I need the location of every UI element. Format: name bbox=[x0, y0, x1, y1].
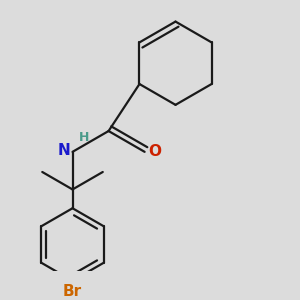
Text: O: O bbox=[148, 144, 161, 159]
Text: N: N bbox=[58, 143, 70, 158]
Text: H: H bbox=[79, 131, 90, 144]
Text: Br: Br bbox=[63, 284, 82, 299]
